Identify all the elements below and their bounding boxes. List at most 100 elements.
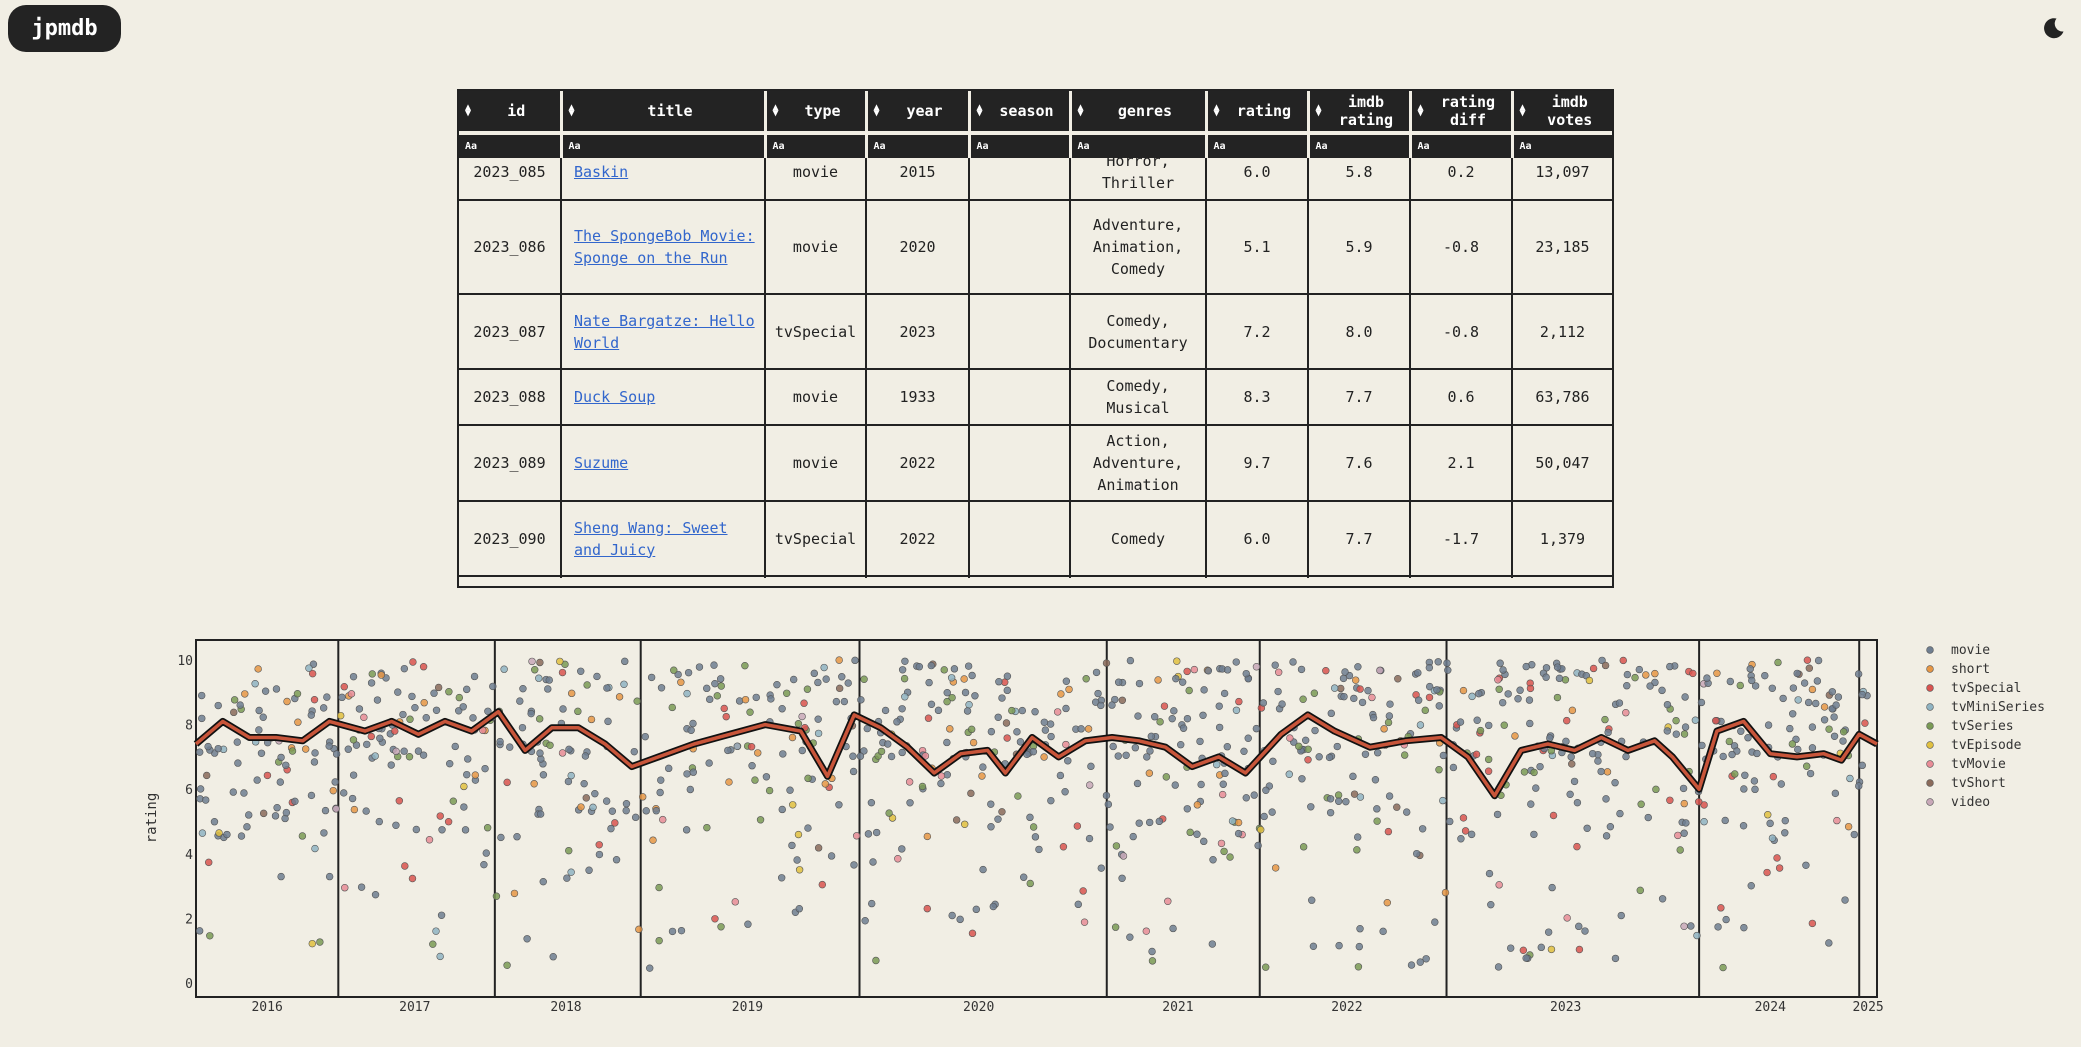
data-point[interactable] [1563, 716, 1571, 725]
data-point[interactable] [1114, 678, 1123, 686]
data-point[interactable] [1808, 723, 1817, 731]
data-point[interactable] [1162, 773, 1171, 781]
data-point[interactable] [470, 672, 479, 681]
data-point[interactable] [800, 699, 808, 707]
data-point[interactable] [840, 697, 849, 706]
data-point[interactable] [1135, 679, 1144, 688]
data-point[interactable] [1601, 715, 1609, 724]
data-point[interactable] [1601, 661, 1610, 670]
sort-icon[interactable]: ▲ ▼ [1077, 102, 1084, 119]
data-point[interactable] [1615, 699, 1624, 707]
data-point[interactable] [1635, 665, 1644, 674]
data-point[interactable] [464, 755, 472, 763]
data-point[interactable] [587, 715, 596, 724]
data-point[interactable] [961, 820, 969, 828]
data-point[interactable] [1666, 796, 1674, 804]
data-point[interactable] [748, 761, 756, 770]
data-point[interactable] [1260, 812, 1268, 821]
data-point[interactable] [1573, 798, 1582, 807]
data-point[interactable] [591, 789, 599, 798]
data-point[interactable] [204, 742, 212, 751]
data-point[interactable] [1728, 750, 1736, 759]
data-point[interactable] [1356, 925, 1364, 933]
data-point[interactable] [1262, 786, 1270, 794]
data-point[interactable] [1597, 767, 1605, 776]
data-point[interactable] [1536, 762, 1544, 771]
cell-title[interactable]: Nate Bargatze: Hello World [561, 294, 766, 370]
data-point[interactable] [872, 828, 881, 837]
data-point[interactable] [674, 670, 682, 679]
data-point[interactable] [967, 725, 976, 734]
column-filter-input[interactable]: Aa [1070, 131, 1208, 158]
data-point[interactable] [754, 749, 762, 757]
data-point[interactable] [1035, 845, 1043, 854]
data-point[interactable] [1658, 895, 1667, 903]
data-point[interactable] [229, 788, 237, 796]
column-header-title[interactable]: ▲ ▼ title [561, 91, 767, 133]
data-point[interactable] [1484, 755, 1493, 764]
data-point[interactable] [1825, 939, 1833, 947]
data-point[interactable] [798, 746, 807, 755]
data-point[interactable] [243, 823, 251, 831]
data-point[interactable] [1142, 927, 1150, 935]
data-point[interactable] [506, 743, 514, 751]
data-point[interactable] [657, 684, 666, 692]
data-point[interactable] [1622, 752, 1630, 761]
data-point[interactable] [1385, 712, 1394, 720]
data-point[interactable] [804, 774, 812, 783]
data-point[interactable] [1575, 922, 1583, 931]
data-point[interactable] [1598, 656, 1606, 665]
data-point[interactable] [1687, 922, 1695, 930]
data-point[interactable] [635, 925, 643, 934]
data-point[interactable] [360, 713, 368, 722]
data-point[interactable] [1097, 701, 1105, 710]
data-point[interactable] [1861, 719, 1869, 727]
data-point[interactable] [1262, 963, 1270, 971]
data-point[interactable] [1652, 785, 1660, 794]
data-point[interactable] [1029, 823, 1038, 831]
data-point[interactable] [1026, 813, 1034, 822]
data-point[interactable] [818, 880, 827, 889]
data-point[interactable] [1289, 658, 1297, 666]
data-point[interactable] [937, 772, 946, 780]
data-point[interactable] [291, 797, 299, 806]
data-point[interactable] [1789, 710, 1797, 718]
data-point[interactable] [713, 692, 721, 700]
rating-scatter-plot[interactable]: 0 2 4 6 8 10 2016 2017 2018 2019 2020 2021 2022 2023 2… [0, 620, 2081, 1043]
data-point[interactable] [1118, 696, 1127, 704]
data-point[interactable] [567, 868, 575, 876]
data-point[interactable] [325, 872, 334, 881]
data-point[interactable] [210, 818, 219, 826]
data-point[interactable] [860, 747, 868, 755]
data-point[interactable] [1220, 847, 1228, 856]
data-point[interactable] [341, 884, 349, 892]
cell-title[interactable]: Baskin [561, 158, 766, 201]
data-point[interactable] [1431, 918, 1439, 926]
data-point[interactable] [1183, 667, 1191, 676]
legend-marker[interactable] [1926, 684, 1934, 692]
data-point[interactable] [717, 682, 725, 690]
data-point[interactable] [1495, 685, 1503, 693]
data-point[interactable] [657, 776, 665, 784]
data-point[interactable] [298, 832, 307, 840]
data-point[interactable] [852, 832, 861, 840]
data-point[interactable] [1341, 668, 1349, 676]
data-point[interactable] [230, 708, 238, 717]
data-point[interactable] [1322, 666, 1330, 675]
data-point[interactable] [1750, 777, 1759, 785]
data-point[interactable] [1223, 743, 1232, 751]
data-point[interactable] [923, 832, 932, 841]
data-point[interactable] [867, 798, 876, 807]
data-point[interactable] [746, 708, 754, 716]
data-point[interactable] [409, 658, 417, 666]
data-point[interactable] [362, 807, 370, 815]
data-point[interactable] [1252, 663, 1261, 671]
data-point[interactable] [952, 816, 961, 824]
data-point[interactable] [528, 657, 536, 666]
data-point[interactable] [1637, 800, 1645, 808]
data-point[interactable] [1679, 784, 1688, 793]
data-point[interactable] [1751, 682, 1760, 690]
data-point[interactable] [1617, 911, 1625, 920]
data-point[interactable] [460, 803, 468, 811]
data-point[interactable] [1368, 693, 1376, 702]
